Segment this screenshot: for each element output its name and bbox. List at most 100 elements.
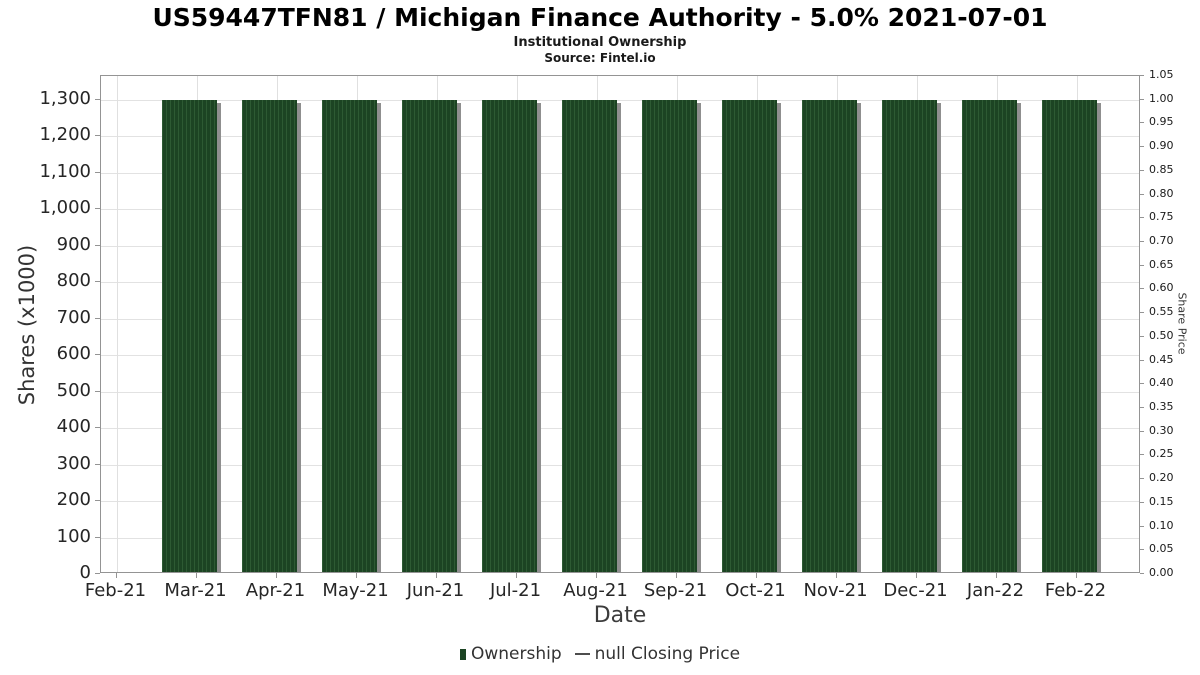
y-left-tick-label: 1,300 (39, 87, 91, 109)
y-right-tick-label: 0.20 (1149, 471, 1174, 485)
x-tick-label: Sep-21 (643, 580, 708, 601)
x-axis-title: Date (593, 603, 647, 628)
y-left-tick-label: 600 (56, 343, 91, 365)
ownership-bar[interactable] (962, 99, 1017, 572)
y-axis-left-tick (95, 135, 100, 137)
y-axis-right-tick (1140, 359, 1144, 361)
chart-source: Source: Fintel.io (544, 51, 656, 65)
y-right-tick-label: 0.25 (1149, 447, 1174, 461)
y-left-tick-label: 1,100 (39, 160, 91, 182)
ownership-bar[interactable] (322, 99, 377, 572)
ownership-bar[interactable] (162, 99, 217, 572)
legend-item-ownership[interactable]: Ownership (459, 644, 562, 664)
y-right-tick-label: 1.05 (1149, 68, 1174, 81)
y-axis-right-tick (1140, 288, 1144, 290)
y-right-tick-label: 0.75 (1149, 210, 1174, 224)
y-axis-right-tick (1140, 241, 1144, 242)
h-gridline (101, 428, 1139, 430)
legend-label-null-closing-price: null Closing Price (594, 644, 741, 664)
y-right-tick-label: 0.55 (1149, 305, 1174, 319)
y-axis-left-tick (95, 390, 100, 392)
y-axis-right-tick (1140, 75, 1144, 76)
x-tick-label: May-21 (322, 580, 389, 601)
y-left-tick-label: 300 (56, 452, 91, 474)
y-right-tick-label: 0.00 (1149, 566, 1174, 579)
y-right-tick-label: 0.90 (1149, 139, 1174, 153)
ownership-bar[interactable] (722, 99, 777, 572)
x-tick-label: Mar-21 (164, 580, 227, 601)
x-axis-tick (515, 573, 517, 578)
y-axis-right-tick (1140, 573, 1144, 574)
ownership-bar[interactable] (802, 99, 857, 572)
y-right-tick-label: 0.65 (1149, 257, 1174, 271)
y-axis-left-tick (95, 98, 100, 100)
y-left-tick-label: 800 (56, 270, 91, 292)
y-axis-right-tick (1140, 312, 1144, 314)
y-axis-right-title: Share Price (1175, 292, 1189, 355)
x-axis-tick (1075, 573, 1077, 578)
x-axis-tick (675, 573, 677, 578)
x-tick-label: Feb-22 (1044, 580, 1107, 601)
y-axis-right-tick (1140, 264, 1144, 266)
ownership-bar[interactable] (402, 99, 457, 572)
x-tick-label: Feb-21 (84, 580, 147, 601)
ownership-bar[interactable] (242, 99, 297, 572)
x-axis-tick (755, 573, 757, 578)
ownership-bar[interactable] (882, 99, 937, 572)
ownership-bar[interactable] (1042, 99, 1097, 572)
y-axis-left-tick (95, 171, 100, 173)
y-right-tick-label: 0.30 (1149, 423, 1174, 437)
y-axis-right-tick (1140, 217, 1144, 219)
y-axis-right-tick (1140, 335, 1144, 337)
x-axis-tick (995, 573, 997, 578)
y-right-tick-label: 1.00 (1149, 91, 1174, 105)
y-right-tick-label: 0.15 (1149, 494, 1174, 508)
ownership-bar[interactable] (562, 99, 617, 572)
y-axis-right-tick (1140, 454, 1144, 456)
y-axis-right-tick (1140, 98, 1144, 100)
h-gridline (101, 136, 1139, 138)
y-axis-left-tick (95, 500, 100, 502)
y-axis-left-tick (95, 281, 100, 283)
x-axis-tick (835, 573, 837, 578)
h-gridline (101, 99, 1139, 101)
y-axis-right-tick (1140, 478, 1144, 480)
h-gridline (101, 209, 1139, 211)
legend-label-ownership: Ownership (470, 644, 562, 664)
y-axis-right-tick (1140, 122, 1144, 124)
x-tick-label: Nov-21 (803, 580, 868, 601)
y-right-tick-label: 0.35 (1149, 400, 1174, 413)
y-axis-right-tick (1140, 407, 1144, 408)
y-left-tick-label: 900 (56, 233, 91, 255)
x-axis-tick (915, 573, 917, 578)
h-gridline (101, 245, 1139, 247)
x-axis-tick (355, 573, 357, 578)
ownership-bar[interactable] (642, 99, 697, 572)
y-axis-right-tick (1140, 549, 1144, 551)
y-axis-right-tick (1140, 430, 1144, 432)
y-axis-left-tick (95, 463, 100, 465)
y-right-tick-label: 0.60 (1149, 281, 1174, 295)
y-left-tick-label: 400 (56, 416, 91, 438)
y-axis-right-tick (1140, 169, 1144, 171)
plot-area (100, 75, 1140, 573)
chart-legend: Ownership null Closing Price (0, 644, 1200, 664)
y-right-tick-label: 0.05 (1149, 542, 1174, 556)
h-gridline (101, 464, 1139, 466)
x-tick-label: Apr-21 (245, 580, 306, 601)
y-left-tick-label: 1,000 (39, 197, 91, 219)
x-tick-label: Aug-21 (563, 580, 628, 601)
ownership-bar[interactable] (482, 99, 537, 572)
y-right-tick-label: 0.80 (1149, 186, 1174, 200)
legend-item-null-closing-price[interactable]: null Closing Price (574, 644, 741, 664)
x-axis-tick (275, 573, 277, 578)
y-left-tick-label: 0 (79, 562, 91, 583)
y-right-tick-label: 0.70 (1149, 234, 1174, 247)
y-right-tick-label: 0.40 (1149, 376, 1174, 390)
h-gridline (101, 391, 1139, 393)
y-axis-right-tick (1140, 383, 1144, 385)
chart-title: US59447TFN81 / Michigan Finance Authorit… (152, 3, 1048, 32)
h-gridline (101, 318, 1139, 320)
y-axis-left-tick (95, 244, 100, 246)
